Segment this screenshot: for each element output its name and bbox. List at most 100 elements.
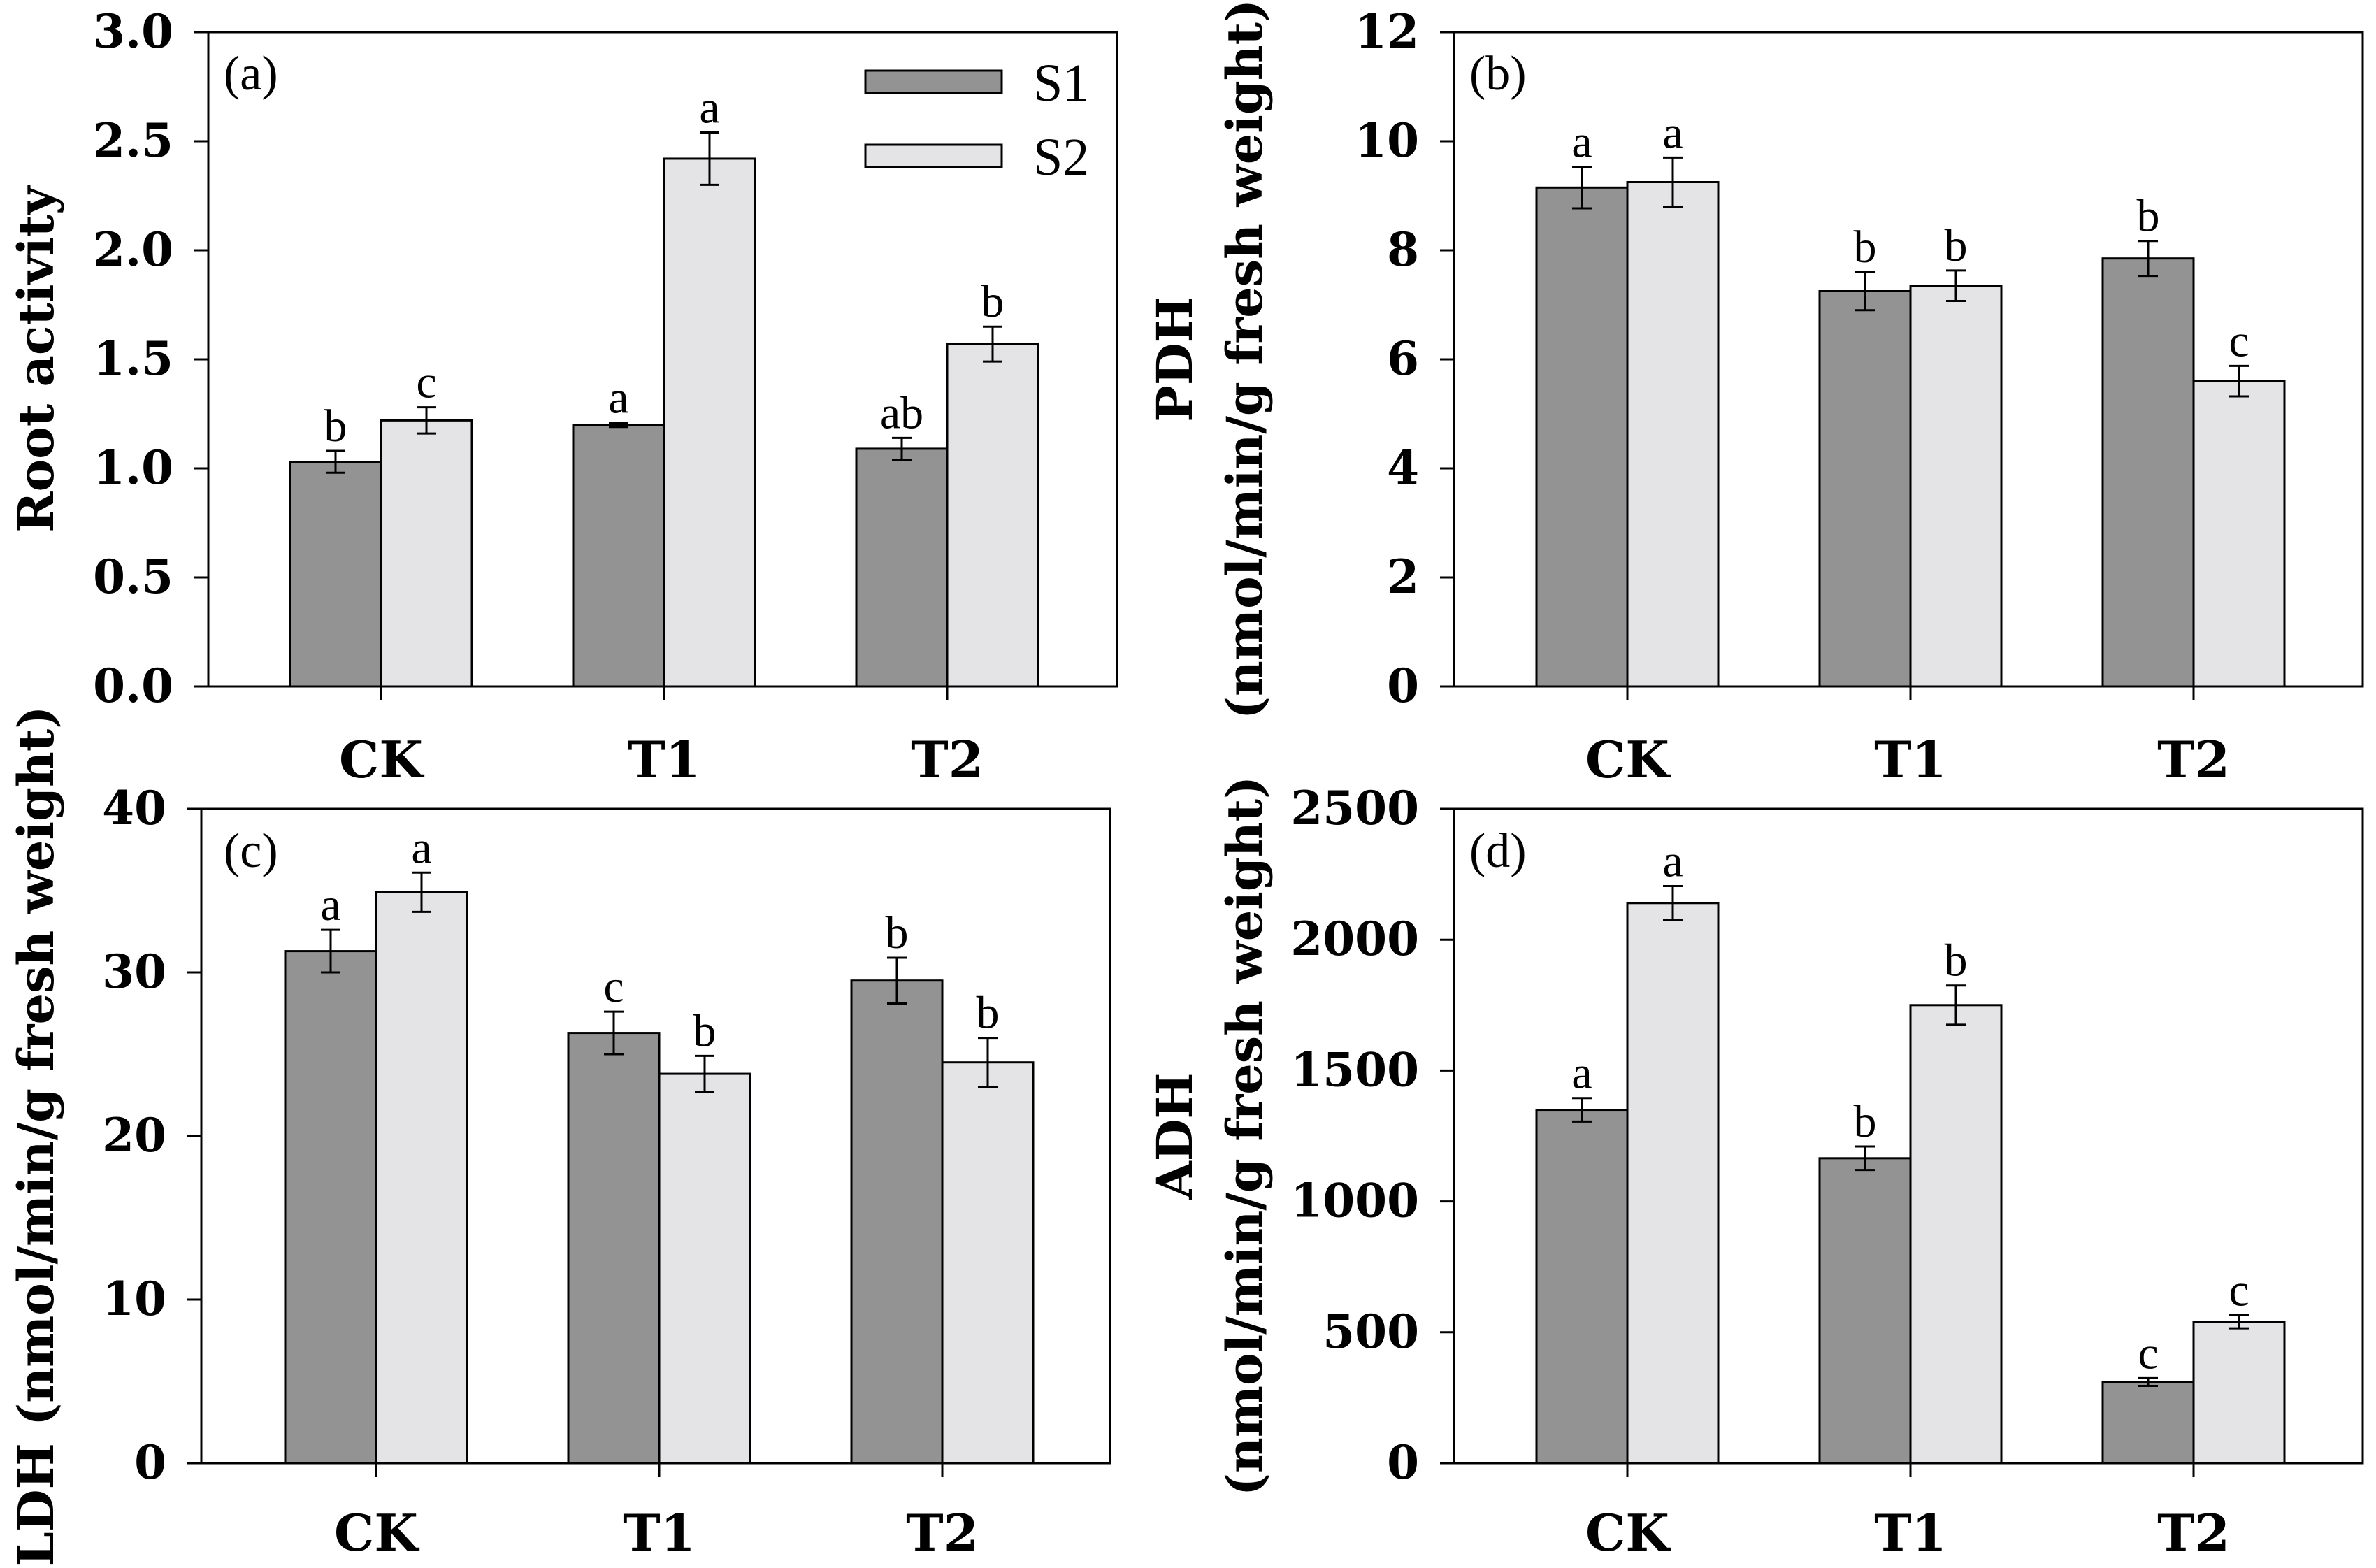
chart-panel-b: 0 2 4 6 8 10 12 PDH (nmol/min/g fresh weight) (b)…: [1146, 0, 2364, 789]
x-category-label-b-t2: T2: [2157, 730, 2230, 789]
bar-a-s1-t1: [572, 424, 665, 688]
significance-label-b-s1-ck: a: [1571, 117, 1592, 168]
y-tick-label-b-2: 4: [1387, 440, 1419, 495]
legend-swatch-s1: [864, 69, 1003, 94]
y-axis-title-d-1: (nmol/min/g fresh weight): [1216, 776, 1274, 1496]
legend-swatch-s2: [864, 143, 1003, 168]
y-tick-label-c-1: 10: [102, 1272, 166, 1326]
bar-b-s1-t2: [2101, 257, 2195, 688]
significance-label-b-s2-t2: c: [2229, 315, 2249, 366]
y-tick-label-b-5: 10: [1355, 113, 1419, 168]
x-category-label-c-ck: CK: [334, 1503, 419, 1562]
bar-c-s2-ck: [375, 891, 468, 1465]
y-tick-label-d-1: 500: [1323, 1304, 1419, 1359]
significance-label-c-s1-ck: a: [320, 879, 340, 930]
y-tick-label-a-0: 0.0: [93, 659, 173, 713]
significance-label-a-s1-ck: b: [324, 401, 347, 452]
significance-label-d-s1-ck: a: [1571, 1048, 1592, 1099]
bar-d-s2-ck: [1626, 902, 1720, 1465]
bar-a-s2-ck: [380, 419, 473, 688]
y-tick-label-c-3: 30: [102, 944, 166, 999]
x-category-label-b-t1: T1: [1874, 730, 1947, 789]
y-axis-title-b-1: (nmol/min/g fresh weight): [1216, 0, 1274, 719]
x-category-label-c-t1: T1: [623, 1503, 696, 1562]
significance-label-a-s2-t1: a: [699, 82, 719, 134]
chart-panel-d: 0 500 1000 1500 2000 2500 ADH (nmol/min/g fresh…: [1146, 776, 2364, 1562]
y-tick-label-b-6: 12: [1355, 4, 1419, 59]
bar-a-s2-t1: [663, 157, 756, 688]
bar-c-s2-t1: [658, 1072, 751, 1465]
significance-label-b-s2-t1: b: [1945, 220, 1968, 271]
y-tick-label-a-4: 2.0: [93, 222, 173, 277]
chart-panel-c: 0 10 20 30 40 LDH (nmol/min/g fresh weight) (c…: [7, 706, 1111, 1567]
significance-label-c-s1-t1: c: [603, 961, 624, 1012]
y-tick-label-b-3: 6: [1387, 331, 1419, 386]
significance-label-c-s1-t2: b: [886, 907, 909, 958]
legend: S1 S2: [864, 54, 1089, 187]
x-category-label-c-t2: T2: [906, 1503, 979, 1562]
y-tick-label-c-2: 20: [102, 1108, 166, 1163]
y-tick-label-d-4: 2000: [1290, 912, 1419, 966]
x-category-label-d-ck: CK: [1585, 1503, 1671, 1562]
y-axis-title-b-0: PDH: [1146, 296, 1204, 422]
significance-label-b-s1-t1: b: [1854, 222, 1877, 273]
bar-d-s2-t1: [1909, 1004, 2003, 1465]
panel-label-b: (b): [1469, 47, 1527, 101]
bar-c-s1-t1: [567, 1032, 661, 1465]
x-category-label-a-t1: T1: [628, 730, 700, 789]
panel-label-c: (c): [224, 824, 278, 878]
significance-label-a-s2-ck: c: [416, 357, 436, 408]
y-tick-label-a-6: 3.0: [93, 4, 173, 59]
x-category-label-d-t1: T1: [1874, 1503, 1947, 1562]
significance-label-a-s2-t2: b: [981, 276, 1005, 327]
significance-label-a-s1-t2: ab: [880, 387, 923, 438]
bar-b-s2-ck: [1626, 181, 1720, 688]
y-tick-label-d-0: 0: [1387, 1435, 1419, 1490]
panel-label-a: (a): [224, 47, 278, 101]
bar-d-s2-t2: [2192, 1321, 2286, 1465]
x-category-label-b-ck: CK: [1585, 730, 1671, 789]
significance-label-a-s1-t1: a: [608, 372, 628, 423]
y-axis-title-a-0: Root activity: [7, 185, 65, 533]
y-tick-label-b-0: 0: [1387, 659, 1419, 713]
y-tick-label-a-1: 0.5: [93, 549, 173, 604]
legend-label-s1: S1: [1033, 54, 1089, 113]
significance-label-d-s2-ck: a: [1662, 835, 1683, 886]
bar-d-s1-t1: [1818, 1157, 1912, 1465]
bar-b-s1-t1: [1818, 290, 1912, 688]
x-category-label-d-t2: T2: [2157, 1503, 2230, 1562]
bar-a-s1-ck: [289, 461, 382, 688]
bar-c-s2-t2: [941, 1061, 1035, 1465]
significance-label-d-s1-t1: b: [1854, 1096, 1877, 1147]
y-tick-label-b-1: 2: [1387, 549, 1419, 604]
y-tick-label-d-2: 1000: [1290, 1174, 1419, 1228]
y-tick-label-a-3: 1.5: [93, 331, 173, 386]
bar-b-s2-t2: [2192, 380, 2286, 688]
significance-label-d-s1-t2: c: [2138, 1328, 2158, 1379]
y-tick-label-b-4: 8: [1387, 222, 1419, 277]
significance-label-c-s2-ck: a: [411, 822, 431, 873]
significance-label-d-s2-t2: c: [2229, 1265, 2249, 1316]
y-tick-label-c-4: 40: [102, 781, 166, 835]
bar-a-s2-t2: [946, 343, 1039, 688]
significance-label-c-s2-t2: b: [977, 988, 1000, 1039]
legend-label-s2: S2: [1033, 128, 1089, 187]
bar-b-s1-ck: [1535, 186, 1629, 688]
bar-d-s1-ck: [1535, 1109, 1629, 1465]
y-tick-label-a-2: 1.0: [93, 440, 173, 495]
panel-label-d: (d): [1469, 824, 1527, 878]
significance-label-b-s1-t2: b: [2137, 191, 2160, 242]
bar-b-s2-t1: [1909, 285, 2003, 688]
significance-label-c-s2-t1: b: [693, 1005, 717, 1056]
y-tick-label-c-0: 0: [134, 1435, 166, 1490]
x-category-label-a-t2: T2: [911, 730, 984, 789]
x-category-label-a-ck: CK: [339, 730, 424, 789]
y-tick-label-a-5: 2.5: [93, 113, 173, 168]
significance-label-d-s2-t1: b: [1945, 935, 1968, 986]
chart-panel-a: 0.0 0.5 1.0 1.5 2.0 2.5 3.0 Root activity (a) CK T…: [7, 4, 1118, 789]
y-tick-label-d-5: 2500: [1290, 781, 1419, 835]
bar-a-s1-t2: [855, 447, 949, 688]
y-axis-title-c-0: LDH (nmol/min/g fresh weight): [7, 706, 65, 1567]
y-tick-label-d-3: 1500: [1290, 1042, 1419, 1097]
